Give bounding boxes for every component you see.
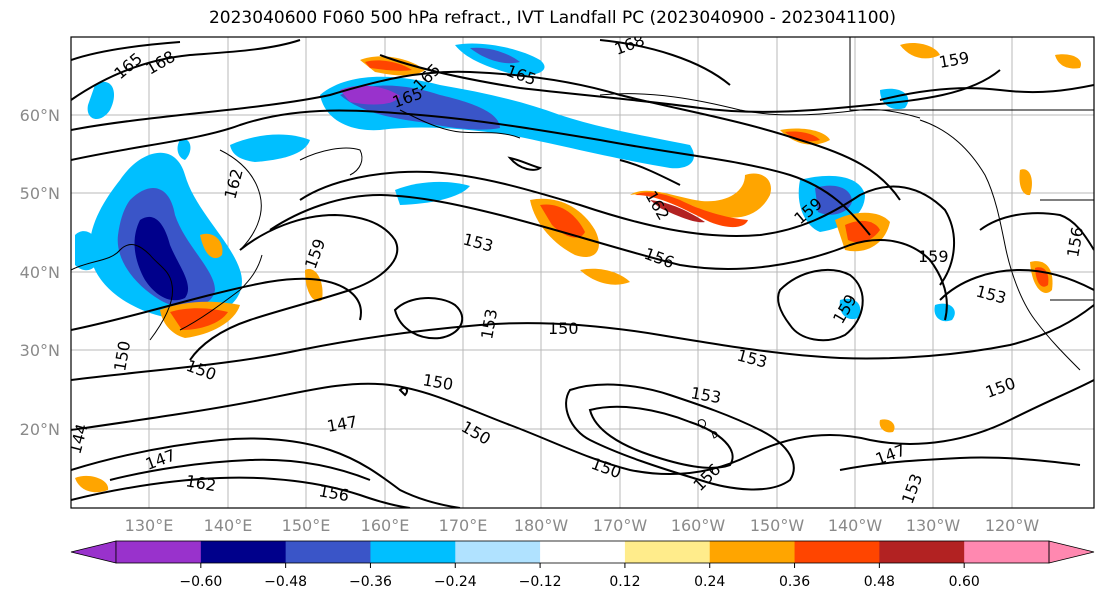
ivt-shading bbox=[75, 43, 1081, 493]
colorbar-cell bbox=[879, 541, 965, 563]
map-frame bbox=[70, 36, 1095, 509]
colorbar-cell bbox=[116, 541, 202, 563]
lon-label: 150°E bbox=[282, 516, 331, 535]
contour-label: 159 bbox=[301, 236, 329, 271]
lat-label: 30°N bbox=[20, 341, 60, 360]
contour-label: 156 bbox=[642, 244, 677, 272]
colorbar-tick-label: 0.24 bbox=[694, 574, 725, 590]
contour-label: 168 bbox=[143, 47, 179, 79]
coastlines bbox=[71, 37, 1094, 439]
colorbar-cells bbox=[116, 541, 1050, 563]
lon-label: 140°E bbox=[204, 516, 253, 535]
contour-label: 156 bbox=[1063, 225, 1087, 258]
contour-label: 162 bbox=[221, 167, 247, 201]
lon-label: 180°W bbox=[514, 516, 569, 535]
refractivity-contours bbox=[71, 39, 1094, 508]
colorbar-cell bbox=[285, 541, 371, 563]
lat-label: 40°N bbox=[20, 263, 60, 282]
lon-label: 120°W bbox=[985, 516, 1040, 535]
colorbar-tick-label: −0.12 bbox=[519, 574, 562, 590]
contour-label: 168 bbox=[612, 30, 647, 58]
colorbar-cell bbox=[794, 541, 880, 563]
longitude-labels: 130°E 140°E 150°E 160°E 170°E 180°W 170°… bbox=[125, 516, 1040, 535]
colorbar-tick-label: 0.48 bbox=[864, 574, 895, 590]
lon-label: 160°E bbox=[361, 516, 410, 535]
contour-label: 153 bbox=[898, 471, 926, 506]
contour-label: 156 bbox=[317, 481, 350, 505]
contour-label: 150 bbox=[184, 356, 219, 384]
lon-label: 140°W bbox=[828, 516, 883, 535]
colorbar-tick-label: −0.36 bbox=[349, 574, 392, 590]
contour-label: 150 bbox=[110, 339, 134, 372]
contour-label: 153 bbox=[461, 230, 495, 256]
contour-label: 147 bbox=[873, 440, 908, 468]
colorbar-tick-label: −0.60 bbox=[179, 574, 222, 590]
contour-label: 147 bbox=[325, 412, 358, 436]
colorbar-cell bbox=[200, 541, 287, 563]
lat-label: 50°N bbox=[20, 184, 60, 203]
colorbar-ticks: −0.60 −0.48 −0.36 −0.24 −0.12 0.12 0.24 0.36 0.4… bbox=[179, 563, 980, 590]
colorbar-extend-high bbox=[1048, 540, 1095, 564]
colorbar-cell bbox=[370, 541, 456, 563]
colorbar: −0.60 −0.48 −0.36 −0.24 −0.12 0.12 0.24 0.36 0.4… bbox=[70, 540, 1095, 590]
contour-label: 162 bbox=[184, 471, 217, 495]
contour-label: 165 bbox=[110, 49, 146, 83]
latitude-labels: 60°N 50°N 40°N 30°N 20°N bbox=[20, 106, 60, 439]
contour-label: 150 bbox=[548, 319, 579, 338]
colorbar-extend-low bbox=[70, 540, 117, 564]
contour-label: 153 bbox=[974, 282, 1008, 308]
lat-label: 20°N bbox=[20, 420, 60, 439]
colorbar-tick-label: −0.24 bbox=[434, 574, 477, 590]
colorbar-tick-label: 0.60 bbox=[949, 574, 980, 590]
colorbar-cell bbox=[709, 541, 796, 563]
contour-label: 156 bbox=[689, 460, 724, 495]
lat-label: 60°N bbox=[20, 106, 60, 125]
contour-label: 159 bbox=[937, 48, 970, 72]
contour-label: 159 bbox=[918, 247, 949, 266]
contour-label: 153 bbox=[477, 307, 501, 340]
lon-label: 150°W bbox=[750, 516, 805, 535]
lon-label: 130°W bbox=[906, 516, 961, 535]
lon-label: 160°W bbox=[671, 516, 726, 535]
map-title: 2023040600 F060 500 hPa refract., IVT La… bbox=[208, 8, 896, 28]
lon-label: 170°W bbox=[593, 516, 648, 535]
contour-label: 150 bbox=[589, 454, 624, 482]
contour-label: 150 bbox=[983, 373, 1018, 401]
colorbar-tick-label: 0.12 bbox=[609, 574, 640, 590]
graticule bbox=[71, 37, 1094, 508]
contour-label: 150 bbox=[421, 370, 454, 394]
contour-label: 144 bbox=[66, 422, 92, 456]
lon-label: 130°E bbox=[125, 516, 174, 535]
colorbar-cell bbox=[540, 541, 626, 563]
map-panel: 165 168 165 168 165 162 159 162 159 153 … bbox=[66, 30, 1094, 508]
colorbar-tick-label: −0.48 bbox=[264, 574, 307, 590]
colorbar-frame bbox=[115, 540, 1050, 564]
lon-label: 170°E bbox=[439, 516, 488, 535]
contour-label: 153 bbox=[735, 346, 769, 372]
colorbar-cell bbox=[624, 541, 711, 563]
colorbar-tick-label: 0.36 bbox=[779, 574, 810, 590]
colorbar-cell bbox=[455, 541, 541, 563]
colorbar-cell bbox=[964, 541, 1050, 563]
